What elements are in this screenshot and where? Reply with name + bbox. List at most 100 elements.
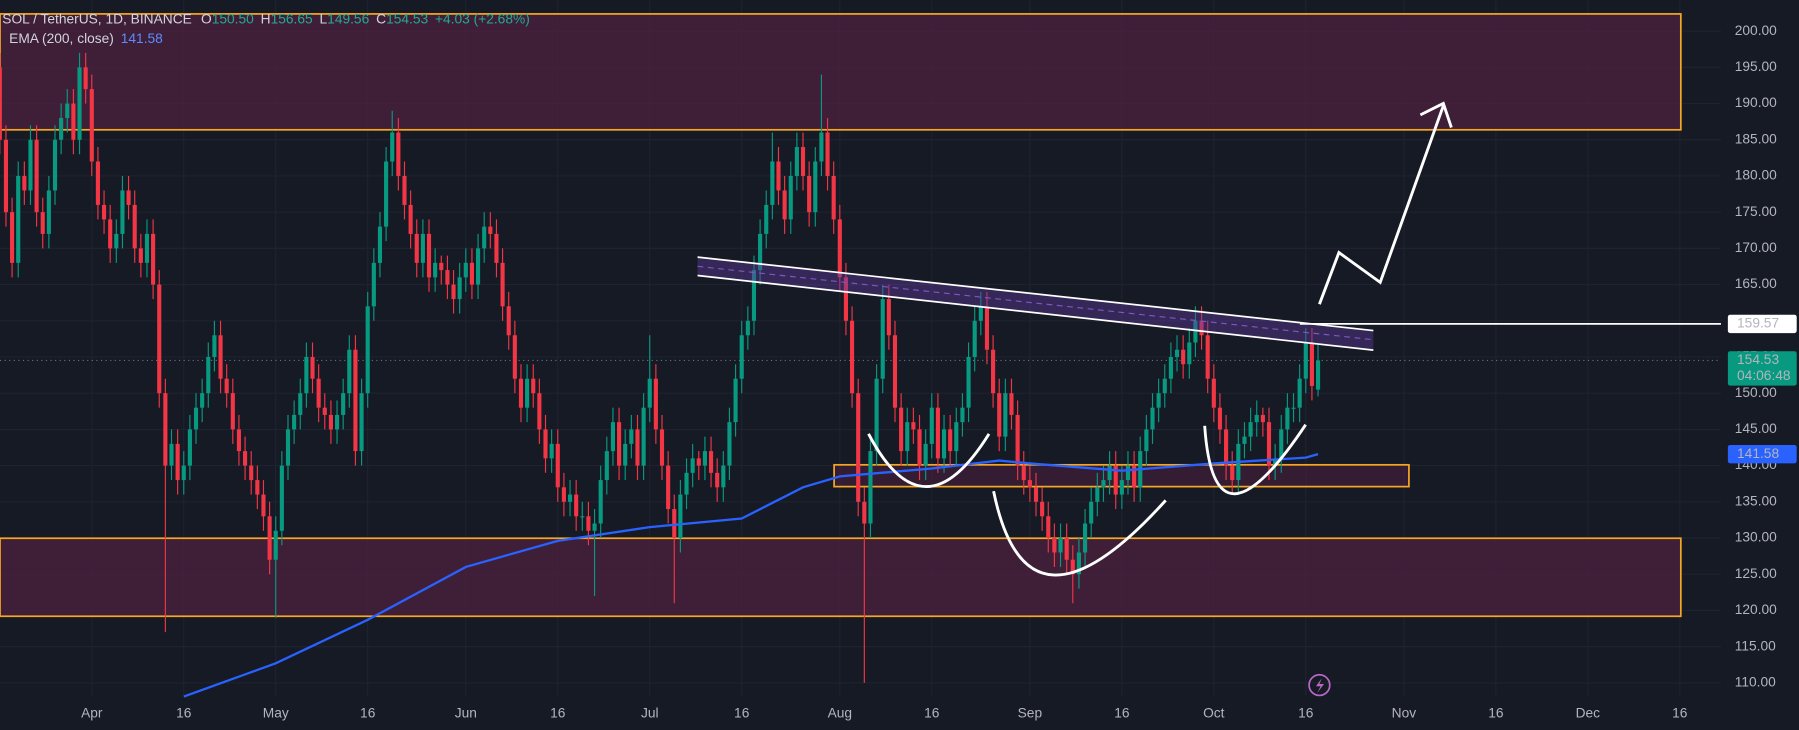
candle-body bbox=[653, 378, 658, 430]
candle-body bbox=[494, 233, 499, 263]
candle-body bbox=[1009, 393, 1014, 415]
candle-body bbox=[469, 262, 474, 285]
x-tick-label: Apr bbox=[81, 705, 103, 720]
field-value: 156.65 bbox=[271, 11, 313, 26]
x-tick-label: Sep bbox=[1018, 705, 1043, 720]
candle-body bbox=[365, 306, 370, 394]
candle-body bbox=[1064, 538, 1069, 560]
x-tick-label: May bbox=[263, 705, 289, 720]
candle-body bbox=[439, 262, 444, 271]
candle-body bbox=[788, 175, 793, 220]
candle-body bbox=[972, 320, 977, 357]
candle-body bbox=[984, 306, 990, 350]
candle-body bbox=[22, 175, 27, 191]
channel-fill bbox=[697, 257, 1374, 351]
x-tick-label: Nov bbox=[1392, 705, 1417, 720]
candle-body bbox=[856, 393, 861, 502]
y-tick-label: 120.00 bbox=[1735, 602, 1777, 617]
candle-body bbox=[390, 132, 395, 162]
arrow-head bbox=[1419, 101, 1453, 128]
y-tick-label: 180.00 bbox=[1735, 168, 1777, 183]
candle-body bbox=[666, 465, 671, 510]
candle-body bbox=[911, 422, 916, 430]
ema-value: 141.58 bbox=[121, 31, 163, 46]
candle-body bbox=[71, 103, 76, 140]
candle-body bbox=[132, 204, 137, 249]
x-tick-label: 16 bbox=[924, 705, 940, 720]
candle-body bbox=[966, 356, 971, 408]
candle-body bbox=[377, 226, 383, 263]
y-tick-label: 185.00 bbox=[1735, 131, 1777, 146]
y-tick-label: 195.00 bbox=[1735, 59, 1777, 74]
x-tick-label: Jun bbox=[455, 705, 477, 720]
x-tick-label: 16 bbox=[1114, 705, 1130, 720]
candle-body bbox=[65, 103, 70, 119]
candle-body bbox=[831, 175, 836, 220]
candle-body bbox=[727, 422, 732, 466]
candle-body bbox=[917, 429, 922, 466]
candle-body bbox=[1113, 465, 1118, 495]
candle-body bbox=[721, 465, 726, 488]
x-tick-label: Aug bbox=[828, 705, 852, 720]
symbol: SOL / TetherUS, 1D, BINANCE bbox=[2, 11, 192, 26]
candle-body bbox=[960, 407, 965, 423]
drawings bbox=[697, 101, 1453, 577]
candle-body bbox=[1211, 378, 1216, 408]
candle-body bbox=[850, 320, 855, 394]
x-tick-label: Jul bbox=[641, 705, 659, 720]
candle-body bbox=[1242, 436, 1247, 444]
candle-body bbox=[549, 443, 554, 459]
candle-body bbox=[948, 429, 953, 452]
last-price-tag bbox=[1727, 351, 1797, 386]
candle-body bbox=[604, 451, 609, 481]
candle-body bbox=[273, 530, 278, 560]
candle-body bbox=[905, 422, 910, 452]
field-label: L bbox=[320, 11, 328, 26]
x-tick-label: 16 bbox=[734, 705, 750, 720]
y-tick-label: 170.00 bbox=[1735, 240, 1777, 255]
candle-body bbox=[261, 494, 266, 517]
candle-body bbox=[396, 132, 401, 176]
candle-body bbox=[678, 494, 683, 539]
candle-body bbox=[991, 349, 996, 394]
candle-body bbox=[157, 284, 162, 394]
candle-body bbox=[193, 407, 199, 430]
ohlc-fields: O150.50 H156.65 L149.56 C154.53 bbox=[201, 11, 428, 26]
candle-body bbox=[574, 494, 579, 517]
candle-body bbox=[126, 190, 131, 205]
candle-body bbox=[1193, 320, 1198, 343]
candle-body bbox=[819, 132, 824, 162]
countdown: 04:06:48 bbox=[1737, 368, 1791, 383]
candle-body bbox=[868, 451, 873, 524]
candle-body bbox=[617, 422, 622, 466]
candle-body bbox=[1273, 458, 1278, 466]
candle-body bbox=[488, 226, 493, 234]
candle-body bbox=[1125, 465, 1131, 481]
candle-body bbox=[525, 378, 530, 408]
candle-body bbox=[475, 248, 481, 285]
field-label: C bbox=[376, 11, 386, 26]
y-tick-label: 175.00 bbox=[1735, 204, 1777, 219]
x-tick-label: 16 bbox=[1488, 705, 1504, 720]
candle-body bbox=[641, 407, 646, 466]
shoulder-curve bbox=[1203, 423, 1307, 496]
candle-body bbox=[1033, 487, 1039, 502]
icon-bolt bbox=[1315, 678, 1325, 694]
candle-body bbox=[518, 378, 524, 408]
candle-body bbox=[34, 139, 39, 213]
candle-body bbox=[341, 393, 346, 415]
candle-body bbox=[886, 299, 891, 336]
x-tick-label: Dec bbox=[1576, 705, 1601, 720]
candle-body bbox=[463, 262, 468, 278]
candle-body bbox=[543, 429, 548, 459]
candle-body bbox=[212, 335, 217, 357]
candle-body bbox=[745, 320, 750, 336]
candle-body bbox=[862, 501, 867, 524]
candle-body bbox=[328, 414, 333, 430]
candle-body bbox=[83, 67, 88, 90]
candle-body bbox=[95, 161, 100, 205]
candle-body bbox=[151, 233, 156, 285]
candle-body bbox=[187, 429, 192, 466]
candle-body bbox=[758, 233, 763, 271]
